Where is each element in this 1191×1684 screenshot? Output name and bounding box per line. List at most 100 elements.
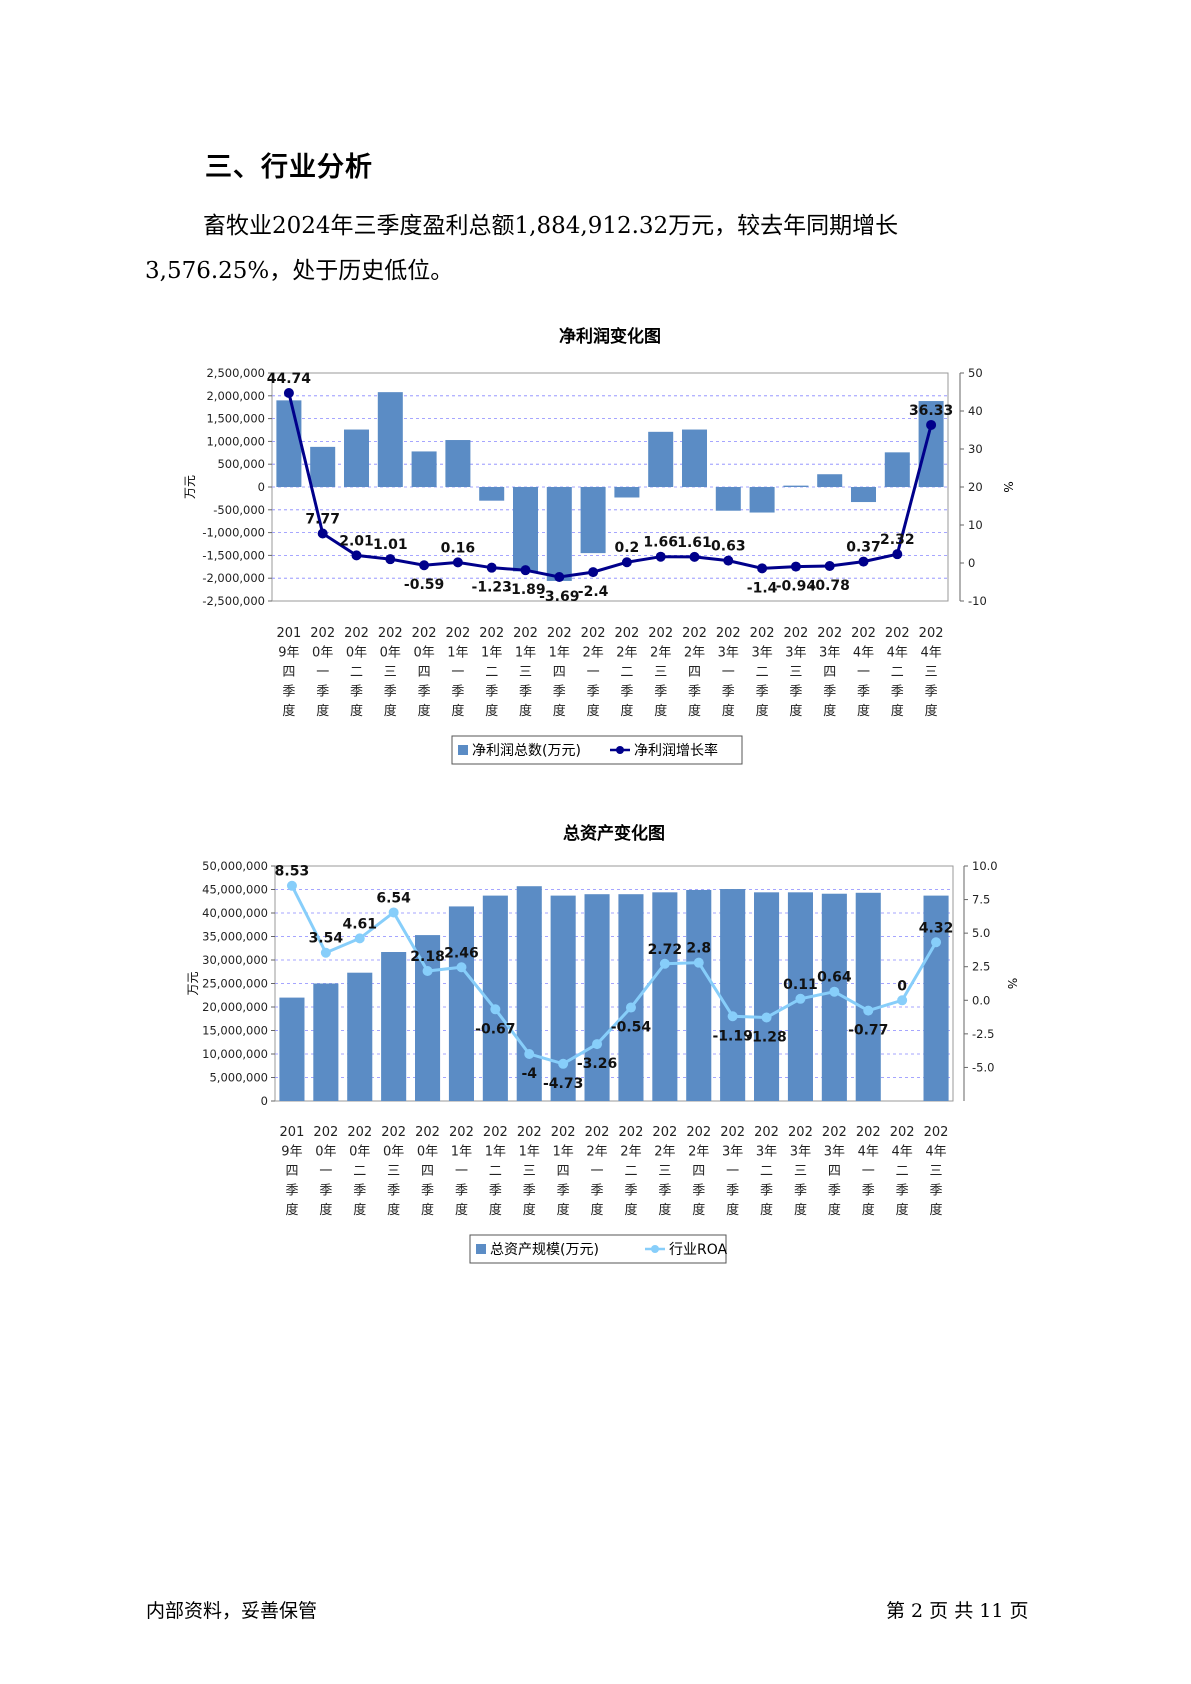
x-tick-label: 季 (455, 1184, 468, 1199)
x-tick-label: 度 (387, 1202, 400, 1218)
x-tick-label: 2年 (654, 1145, 675, 1160)
y-tick-label: 2,000,000 (206, 389, 265, 403)
x-tick-label: 季 (896, 1184, 909, 1199)
data-label: 1.66 (643, 535, 678, 551)
x-tick-label: 202 (347, 1125, 372, 1140)
x-tick-label: 季 (451, 685, 464, 700)
section-title: 三、行业分析 (205, 152, 373, 183)
x-tick-label: 季 (658, 1184, 671, 1199)
y2-tick-label: 50 (968, 366, 983, 380)
x-tick-label: 三 (794, 1164, 807, 1179)
data-label: -4.73 (543, 1076, 583, 1092)
x-tick-label: 度 (726, 1202, 739, 1218)
data-label: 0.2 (614, 540, 639, 556)
x-tick-label: 四 (688, 665, 701, 680)
y-tick-label: 35,000,000 (202, 930, 268, 944)
legend-box (451, 735, 743, 765)
x-tick-label: 季 (726, 1184, 739, 1199)
y-tick-label: 0 (261, 1094, 268, 1108)
x-tick-label: 202 (547, 626, 572, 641)
x-tick-label: 202 (783, 626, 808, 641)
x-tick-label: 202 (750, 626, 775, 641)
y-tick-label: 1,000,000 (206, 434, 265, 448)
x-tick-label: 一 (587, 665, 600, 680)
x-tick-label: 度 (620, 703, 633, 719)
x-tick-label: 2年 (582, 646, 603, 661)
x-tick-label: 度 (624, 1202, 637, 1218)
x-tick-label: 季 (722, 685, 735, 700)
x-tick-label: 202 (449, 1125, 474, 1140)
x-tick-label: 202 (551, 1125, 576, 1140)
x-tick-label: 季 (620, 685, 633, 700)
x-tick-label: 202 (720, 1125, 745, 1140)
y2-tick-label: 10 (968, 518, 983, 532)
x-tick-label: 2年 (650, 646, 671, 661)
data-label: -1.28 (746, 1029, 786, 1045)
line-point (931, 937, 942, 948)
x-tick-label: 季 (418, 685, 431, 700)
data-label: 0.37 (846, 540, 881, 556)
x-tick-label: 202 (381, 1125, 406, 1140)
x-tick-label: 二 (353, 1164, 366, 1179)
line-point (693, 957, 704, 968)
data-label: -2.4 (578, 584, 609, 600)
x-tick-label: 三 (519, 665, 532, 680)
x-tick-label: 度 (857, 703, 870, 719)
x-tick-label: 度 (760, 1202, 773, 1218)
data-label: 2.32 (880, 532, 915, 548)
x-tick-label: 度 (930, 1202, 943, 1218)
x-tick-label: 季 (692, 1184, 705, 1199)
x-tick-label: 202 (513, 626, 538, 641)
x-tick-label: 季 (688, 685, 701, 700)
y2-tick-label: 10.0 (972, 859, 998, 873)
x-tick-label: 季 (857, 685, 870, 700)
line-point (520, 565, 531, 576)
x-tick-label: 三 (925, 665, 938, 680)
x-tick-label: 202 (822, 1125, 847, 1140)
y-axis-label: 万元 (186, 971, 200, 995)
bar (923, 895, 949, 1101)
x-tick-label: 度 (925, 703, 938, 719)
data-label: -3.26 (577, 1056, 617, 1072)
bar (550, 895, 576, 1101)
x-tick-label: 三 (384, 665, 397, 680)
line-point (558, 1058, 569, 1069)
x-tick-label: 0年 (315, 1145, 336, 1160)
x-tick-label: 季 (316, 685, 329, 700)
bar (381, 952, 407, 1101)
line-point (317, 528, 328, 539)
x-tick-label: 二 (350, 665, 363, 680)
footer-confidential: 内部资料，妥善保管 (146, 1600, 318, 1622)
legend: 净利润总数(万元) 净利润增长率 (451, 735, 743, 765)
data-label: 6.54 (376, 890, 411, 906)
bar (546, 487, 572, 581)
x-tick-label: 三 (387, 1164, 400, 1179)
x-tick-label: 202 (313, 1125, 338, 1140)
x-tick-label: 202 (890, 1125, 915, 1140)
legend: 总资产规模(万元) 行业ROA (469, 1234, 728, 1264)
line-point (824, 560, 835, 571)
line-point (625, 1002, 636, 1013)
bar (347, 972, 373, 1101)
x-tick-label: 一 (862, 1164, 875, 1179)
x-tick-label: 度 (319, 1202, 332, 1218)
data-label: -1.4 (747, 580, 778, 596)
x-tick-label: 三 (658, 1164, 671, 1179)
bar (686, 889, 712, 1101)
x-tick-label: 度 (418, 703, 431, 719)
line-point (592, 1039, 603, 1050)
x-tick-label: 202 (682, 626, 707, 641)
line-point (388, 907, 399, 918)
x-tick-label: 季 (756, 685, 769, 700)
x-tick-label: 季 (654, 685, 667, 700)
x-tick-label: 度 (519, 703, 532, 719)
bar (310, 446, 336, 487)
bar (580, 487, 606, 554)
x-tick-label: 202 (412, 626, 437, 641)
x-tick-label: 四 (418, 665, 431, 680)
data-label: 2.18 (410, 949, 445, 965)
x-tick-label: 季 (862, 1184, 875, 1199)
bar (855, 892, 881, 1101)
data-label: 0.11 (783, 977, 818, 993)
x-tick-label: 四 (282, 665, 295, 680)
